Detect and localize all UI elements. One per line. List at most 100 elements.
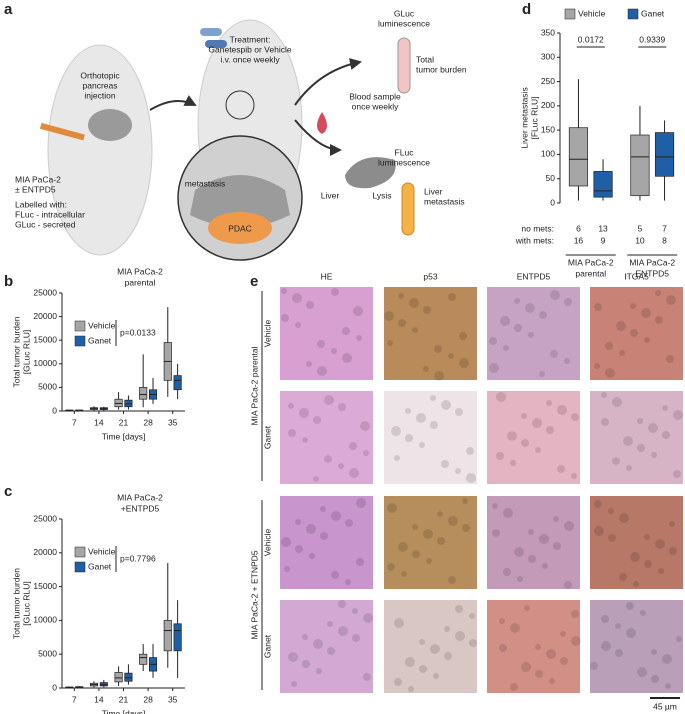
nucleus: [426, 558, 432, 564]
y-tick-label: 25000: [33, 287, 57, 297]
nucleus: [550, 290, 560, 300]
y-tick-label: 15000: [33, 581, 57, 591]
nucleus: [489, 337, 497, 345]
nucleus: [528, 332, 534, 338]
nucleus: [419, 665, 427, 673]
nucleus: [448, 516, 458, 526]
y-axis-label: Total tumor burden: [11, 316, 21, 387]
table-row-label: with mets:: [515, 235, 554, 245]
arrow: [294, 119, 342, 156]
box: [139, 387, 148, 400]
nucleus: [539, 371, 545, 377]
y-tick-label: 350: [541, 27, 555, 37]
micrograph: [280, 496, 373, 589]
y-tick-label: 0: [52, 405, 57, 415]
nucleus: [306, 301, 314, 309]
x-tick-label: 21: [119, 417, 129, 427]
nucleus: [352, 608, 358, 614]
nucleus: [637, 667, 647, 677]
nucleus: [521, 662, 531, 672]
nucleus: [342, 327, 350, 335]
nucleus: [601, 615, 609, 623]
nucleus: [288, 429, 296, 437]
box: [593, 171, 613, 198]
nucleus: [571, 413, 579, 421]
y-tick-label: 200: [541, 100, 555, 110]
nucleus: [496, 452, 504, 460]
nucleus: [601, 641, 611, 651]
nucleus: [356, 335, 362, 341]
micrograph: [590, 287, 683, 380]
nucleus: [503, 508, 513, 518]
nucleus: [288, 652, 298, 662]
y-tick-label: 20000: [33, 311, 57, 321]
nucleus: [331, 571, 339, 579]
nucleus: [302, 660, 310, 668]
nucleus: [448, 353, 454, 359]
nucleus: [423, 306, 431, 314]
group-label: MIA PaCa-2 + ETNPD5: [249, 550, 259, 639]
nucleus: [633, 581, 639, 587]
nucleus: [419, 442, 425, 448]
nucleus: [391, 426, 401, 436]
nucleus: [500, 316, 510, 326]
panel-a-art: [39, 19, 415, 261]
nucleus: [338, 463, 344, 469]
label: GLuc: [394, 8, 415, 18]
x-tick-label: 21: [119, 694, 129, 704]
p-value: p=0.0133: [120, 327, 156, 337]
nucleus: [281, 537, 291, 547]
label: tumor burden: [416, 64, 467, 74]
p-value: 0.9339: [639, 34, 665, 44]
nucleus: [651, 649, 657, 655]
nucleus: [564, 298, 572, 306]
nucleus: [469, 639, 477, 647]
box: [654, 132, 675, 177]
micrograph: [590, 391, 683, 484]
nucleus: [448, 576, 456, 584]
nucleus: [560, 657, 568, 665]
label: Treatment:: [230, 34, 271, 44]
nucleus: [356, 498, 366, 508]
nucleus: [433, 673, 439, 679]
label: Orthotopic: [80, 70, 120, 80]
nucleus: [430, 421, 438, 429]
nucleus: [441, 400, 451, 410]
organ: [88, 109, 132, 141]
pdac: [208, 212, 272, 244]
nucleus: [514, 324, 522, 332]
nucleus: [662, 431, 670, 439]
legend-swatch: [74, 561, 86, 573]
tube: [397, 37, 411, 94]
y-axis-label: [GLuc RLU]: [21, 330, 31, 374]
nucleus: [615, 649, 623, 657]
legend-label: Ganet: [641, 8, 665, 18]
y-tick-label: 300: [541, 52, 555, 62]
nucleus: [309, 553, 315, 559]
legend-label: Ganet: [88, 335, 112, 345]
nucleus: [387, 503, 397, 513]
nucleus: [644, 534, 650, 540]
nucleus: [662, 405, 668, 411]
x-tick-label: 28: [143, 694, 153, 704]
label: Liver: [321, 190, 340, 200]
nucleus: [594, 500, 602, 508]
nucleus: [564, 581, 572, 589]
label: metastasis: [424, 196, 465, 206]
nucleus: [542, 563, 548, 569]
nucleus: [349, 468, 359, 478]
nucleus: [655, 539, 665, 549]
table-cell: 16: [574, 235, 584, 245]
table-row-label: no mets:: [521, 223, 554, 233]
nucleus: [510, 460, 516, 466]
nucleus: [525, 303, 535, 313]
label: Blood sample: [349, 91, 401, 101]
nucleus: [317, 366, 327, 376]
box: [114, 672, 123, 683]
table-cell: 13: [598, 223, 608, 233]
legend-swatch: [74, 320, 86, 332]
table-cell: 7: [662, 223, 667, 233]
label: FLuc - intracellular: [15, 209, 85, 219]
y-tick-label: 5000: [38, 648, 57, 658]
nucleus: [356, 558, 364, 566]
